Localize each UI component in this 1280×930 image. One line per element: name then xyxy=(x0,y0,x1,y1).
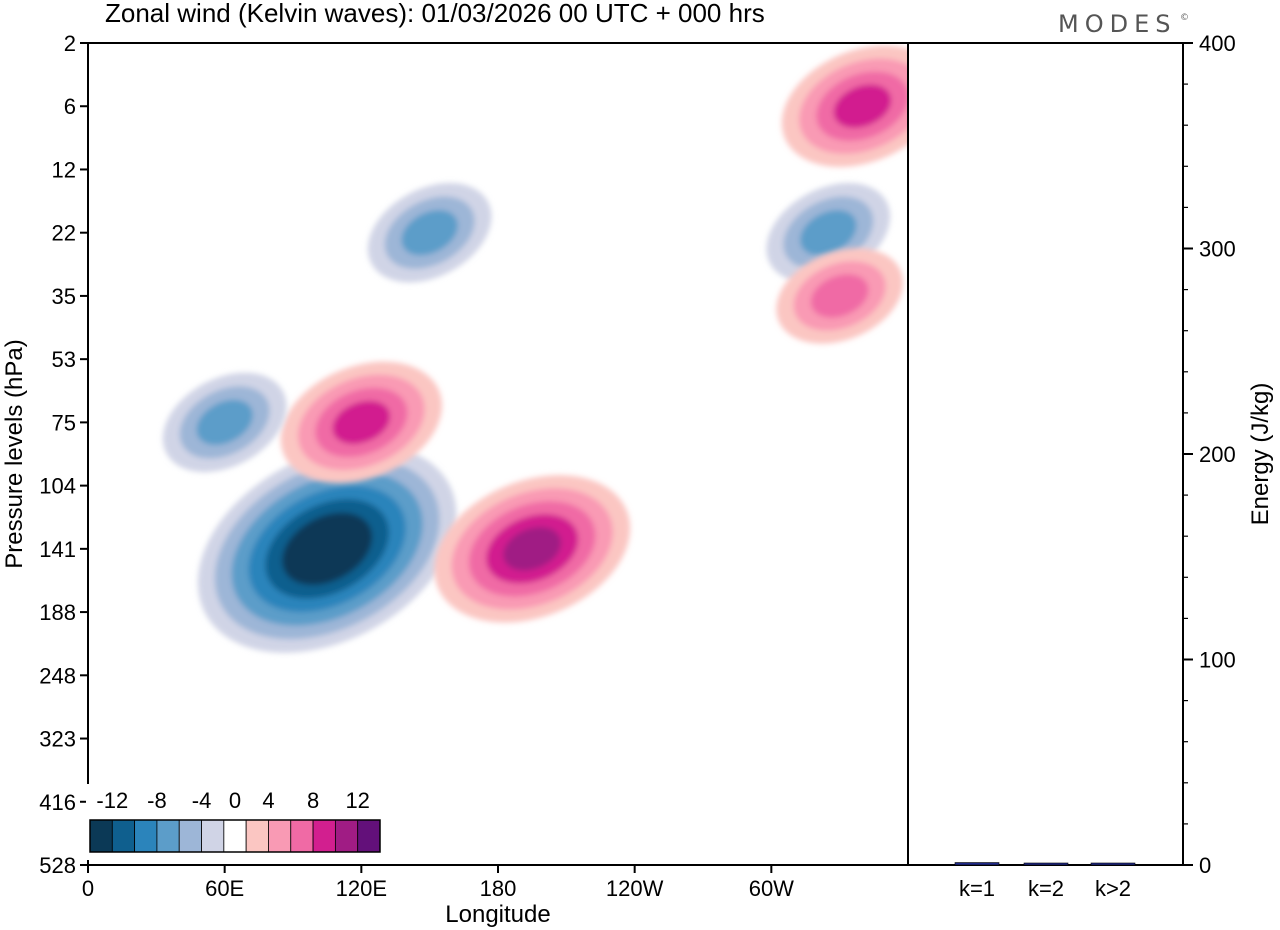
colorbar-swatch xyxy=(245,819,269,853)
colorbar-label: 8 xyxy=(307,788,319,813)
bar-category-label: k>2 xyxy=(1095,876,1131,901)
colorbar-swatch xyxy=(268,819,292,853)
contour-band xyxy=(196,399,253,445)
colorbar-swatches xyxy=(89,819,381,853)
bar-y-tick-label: 400 xyxy=(1199,31,1236,56)
bar-chart-frame xyxy=(907,42,1184,866)
energy-bar-2 xyxy=(1023,862,1069,866)
x-tick-label: 180 xyxy=(480,876,517,901)
y-tick-label: 6 xyxy=(64,94,76,119)
negative-wind-anomaly xyxy=(367,182,492,283)
y-tick-label: 323 xyxy=(39,727,76,752)
y-tick-label: 141 xyxy=(39,537,76,562)
contour-band xyxy=(332,400,391,445)
contour-band xyxy=(299,526,356,572)
negative-wind-anomaly xyxy=(197,444,457,653)
contour-band xyxy=(800,210,857,256)
y-tick-label: 22 xyxy=(52,221,76,246)
x-tick-label: 0 xyxy=(82,876,94,901)
bar-y-tick-label: 100 xyxy=(1199,648,1236,673)
colorbar-labels: -12 -8 -4 0 4 8 12 xyxy=(96,788,370,813)
colorbar-label: -4 xyxy=(192,788,212,813)
contour-fields xyxy=(162,45,908,653)
y-tick-label: 528 xyxy=(39,853,76,878)
y-tick-label: 248 xyxy=(39,663,76,688)
bar-y-axis-label: Energy (J/kg) xyxy=(1247,383,1274,526)
bar-category-label: k=1 xyxy=(959,876,995,901)
colorbar-swatch xyxy=(312,819,336,853)
colorbar-label: 0 xyxy=(229,788,241,813)
colorbar-label: 4 xyxy=(262,788,274,813)
bar-y-tick-label: 0 xyxy=(1199,853,1211,878)
colorbar-swatch xyxy=(134,819,158,853)
bar-x-axis: k=1 k=2 k>2 xyxy=(959,876,1131,901)
x-tick-label: 120W xyxy=(606,876,664,901)
colorbar-swatch xyxy=(357,819,381,853)
colorbar-swatch xyxy=(156,819,180,853)
x-axis-label: Longitude xyxy=(445,901,550,928)
energy-bar-chart: k=1 k=2 k>2 0 100 200 300 400 Energy (J/kg) xyxy=(907,31,1274,901)
y-axis: 2 6 12 22 35 53 75 104 141 188 248 323 416 528 xyxy=(39,31,88,878)
y-tick-label: 35 xyxy=(52,284,76,309)
positive-wind-anomaly xyxy=(280,361,442,484)
y-tick-label: 188 xyxy=(39,600,76,625)
brand-mark: © xyxy=(1180,13,1189,23)
y-axis-label: Pressure levels (hPa) xyxy=(1,339,28,568)
y-tick-label: 2 xyxy=(64,31,76,56)
colorbar-swatch xyxy=(89,819,113,853)
colorbar-swatch xyxy=(334,819,359,853)
y-tick-label: 75 xyxy=(52,410,76,435)
contour-band xyxy=(833,84,892,128)
colorbar-label: 12 xyxy=(345,788,369,813)
colorbar: -12 -8 -4 0 4 8 12 xyxy=(86,784,384,860)
colorbar-swatch xyxy=(223,819,247,853)
colorbar-label: -12 xyxy=(96,788,128,813)
colorbar-swatch xyxy=(290,819,314,853)
colorbar-frame xyxy=(89,819,381,853)
bar-y-tick-label: 300 xyxy=(1199,237,1236,262)
bar-category-label: k=2 xyxy=(1028,876,1064,901)
contour-band xyxy=(503,527,561,571)
x-tick-label: 120E xyxy=(336,876,387,901)
negative-wind-anomaly xyxy=(162,372,287,473)
bar-y-axis: 0 100 200 300 400 xyxy=(1183,31,1236,878)
positive-wind-anomaly xyxy=(776,248,904,344)
chart-title: Zonal wind (Kelvin waves): 01/03/2026 00… xyxy=(105,0,765,28)
y-tick-label: 416 xyxy=(39,790,76,815)
contour-band xyxy=(401,210,458,256)
y-tick-label: 104 xyxy=(39,474,76,499)
positive-wind-anomaly xyxy=(434,475,631,623)
colorbar-swatch xyxy=(201,819,225,853)
energy-bar-3 xyxy=(1090,862,1136,866)
contour-band xyxy=(810,274,869,318)
y-tick-label: 53 xyxy=(52,347,76,372)
heatmap-plot: 0 60E 120E 180 120W 60W 2 6 12 22 35 53 75 104 141 188… xyxy=(1,31,909,928)
colorbar-swatch xyxy=(178,819,202,853)
energy-bars xyxy=(954,862,1136,866)
brand-logo: MODES xyxy=(1058,10,1176,38)
colorbar-label: -8 xyxy=(147,788,167,813)
positive-wind-anomaly xyxy=(781,45,908,167)
x-tick-label: 60W xyxy=(749,876,794,901)
x-axis: 0 60E 120E 180 120W 60W xyxy=(82,865,794,901)
bar-y-tick-label: 200 xyxy=(1199,442,1236,467)
x-tick-label: 60E xyxy=(205,876,244,901)
y-tick-label: 12 xyxy=(52,157,76,182)
energy-bar-1 xyxy=(954,862,1000,866)
colorbar-swatch xyxy=(111,819,136,853)
